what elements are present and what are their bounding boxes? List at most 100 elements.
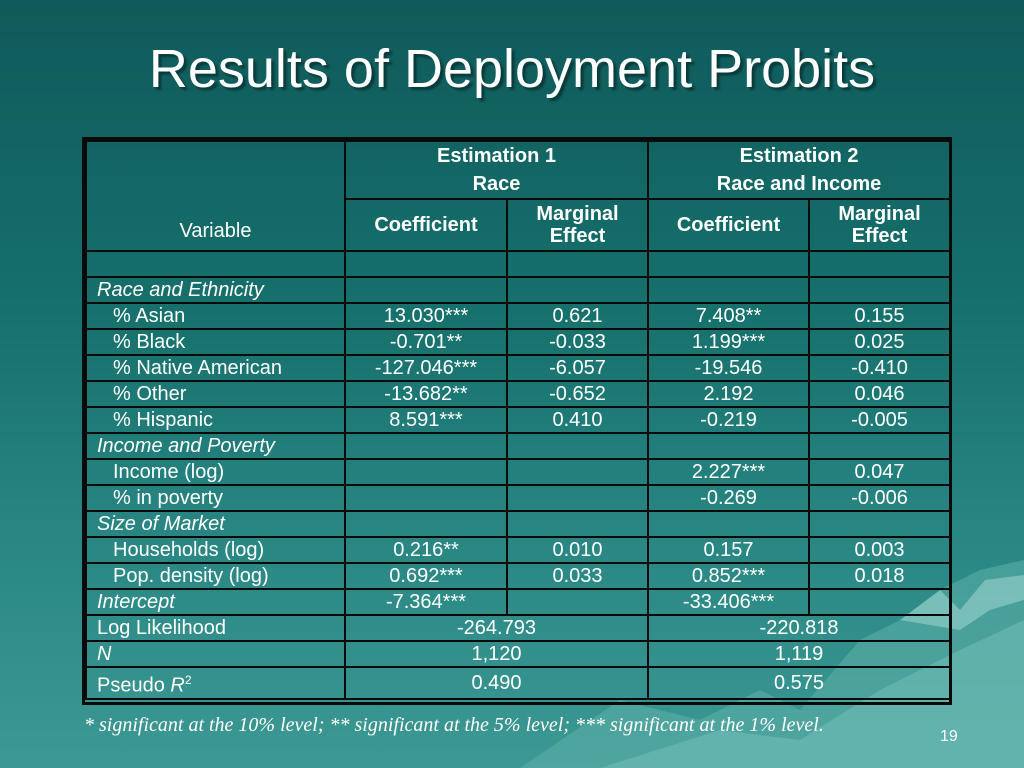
row-label-intercept: Intercept	[85, 588, 346, 616]
cell: -127.046***	[344, 354, 508, 382]
table-row: % Native American -127.046*** -6.057 -19…	[85, 354, 952, 382]
marginal-effect-header-1: Marginal Effect	[505, 198, 650, 252]
variable-header: Variable	[85, 140, 346, 252]
cell: 0.047	[808, 458, 952, 486]
row-label-pseudo-r2: Pseudo R2	[85, 666, 346, 700]
table-row: Intercept -7.364*** -33.406***	[85, 588, 952, 616]
marginal-effect-header-2: Marginal Effect	[808, 198, 952, 252]
cell: 0.033	[505, 562, 650, 590]
slide-title: Results of Deployment Probits	[148, 39, 876, 99]
cell	[505, 484, 650, 512]
marginal-label-line-1: Marginal	[838, 203, 921, 225]
cell: 0.010	[505, 536, 650, 564]
cell: -33.406***	[647, 588, 811, 616]
cell: -0.006	[808, 484, 952, 512]
table-row: N 1,120 1,119	[85, 640, 952, 668]
cell	[808, 588, 952, 616]
cell: -0.005	[808, 406, 952, 434]
cell: 7.408**	[647, 302, 811, 330]
table-row: Race and Ethnicity	[85, 276, 952, 304]
estimation-1-header: Estimation 1 Race	[343, 140, 650, 200]
cell: 0.025	[808, 328, 952, 356]
cell: 2.192	[647, 380, 811, 408]
cell: -19.546	[647, 354, 811, 382]
cell: 0.621	[505, 302, 650, 330]
pseudo-sup: 2	[184, 673, 192, 688]
table-row	[85, 250, 952, 278]
footnote: * significant at the 10% level; ** signi…	[84, 714, 824, 736]
results-table: Variable Estimation 1 Race Estimation 2 …	[85, 140, 952, 700]
row-label-loglik: Log Likelihood	[85, 614, 346, 642]
cell: 0.018	[808, 562, 952, 590]
cell: 1.199***	[647, 328, 811, 356]
coefficient-header-2: Coefficient	[647, 198, 811, 252]
cell: 0.003	[808, 536, 952, 564]
row-label: % Native American	[85, 354, 346, 382]
cell: -220.818	[647, 614, 952, 642]
section-income: Income and Poverty	[85, 432, 346, 460]
cell: -0.269	[647, 484, 811, 512]
cell: 0.575	[647, 666, 952, 700]
row-label: Pop. density (log)	[85, 562, 346, 590]
row-label: Income (log)	[85, 458, 346, 486]
table-row: % in poverty -0.269 -0.006	[85, 484, 952, 512]
cell: -0.410	[808, 354, 952, 382]
pseudo-var: R	[170, 674, 185, 697]
cell: 0.692***	[344, 562, 508, 590]
cell: 8.591***	[344, 406, 508, 434]
cell: 0.155	[808, 302, 952, 330]
coefficient-header-1: Coefficient	[344, 198, 508, 252]
estimation-1-title: Estimation 1	[437, 145, 556, 167]
table-row: % Black -0.701** -0.033 1.199*** 0.025	[85, 328, 952, 356]
row-label-n: N	[85, 640, 346, 668]
cell: 0.216**	[344, 536, 508, 564]
table-frame	[82, 137, 952, 705]
row-label: % Asian	[85, 302, 346, 330]
table-row: Log Likelihood -264.793 -220.818	[85, 614, 952, 642]
cell: -0.652	[505, 380, 650, 408]
section-market: Size of Market	[85, 510, 346, 538]
section-race: Race and Ethnicity	[85, 276, 346, 304]
cell: 0.490	[343, 666, 650, 700]
cell: 1,120	[343, 640, 650, 668]
cell: 1,119	[647, 640, 952, 668]
cell: -0.219	[647, 406, 811, 434]
pseudo-prefix: Pseudo	[97, 674, 171, 697]
cell: 2.227***	[647, 458, 811, 486]
cell: 0.852***	[647, 562, 811, 590]
cell	[344, 458, 508, 486]
table-row: % Other -13.682** -0.652 2.192 0.046	[85, 380, 952, 408]
marginal-label-line-1: Marginal	[536, 203, 619, 225]
table-row: Income (log) 2.227*** 0.047	[85, 458, 952, 486]
cell: -264.793	[343, 614, 650, 642]
cell: -0.033	[505, 328, 650, 356]
cell: -7.364***	[344, 588, 508, 616]
table-row: Pseudo R2 0.490 0.575	[85, 666, 952, 700]
cell: -13.682**	[344, 380, 508, 408]
row-label: % Black	[85, 328, 346, 356]
cell	[505, 588, 650, 616]
table-row: Size of Market	[85, 510, 952, 538]
row-label: % Hispanic	[85, 406, 346, 434]
marginal-label-line-2: Effect	[851, 225, 908, 247]
table-row: % Hispanic 8.591*** 0.410 -0.219 -0.005	[85, 406, 952, 434]
cell: -0.701**	[344, 328, 508, 356]
table-row: Income and Poverty	[85, 432, 952, 460]
cell: 13.030***	[344, 302, 508, 330]
row-label: % Other	[85, 380, 346, 408]
cell: 0.410	[505, 406, 650, 434]
estimation-2-header: Estimation 2 Race and Income	[647, 140, 952, 200]
table-row: Pop. density (log) 0.692*** 0.033 0.852*…	[85, 562, 952, 590]
cell: -6.057	[505, 354, 650, 382]
estimation-2-subtitle: Race and Income	[716, 173, 882, 195]
estimation-1-subtitle: Race	[472, 173, 521, 195]
slide-number: 19	[940, 728, 958, 745]
cell: 0.157	[647, 536, 811, 564]
row-label: Households (log)	[85, 536, 346, 564]
row-label: % in poverty	[85, 484, 346, 512]
marginal-label-line-2: Effect	[549, 225, 606, 247]
cell	[505, 458, 650, 486]
table-row: Households (log) 0.216** 0.010 0.157 0.0…	[85, 536, 952, 564]
estimation-2-title: Estimation 2	[739, 145, 859, 167]
cell: 0.046	[808, 380, 952, 408]
